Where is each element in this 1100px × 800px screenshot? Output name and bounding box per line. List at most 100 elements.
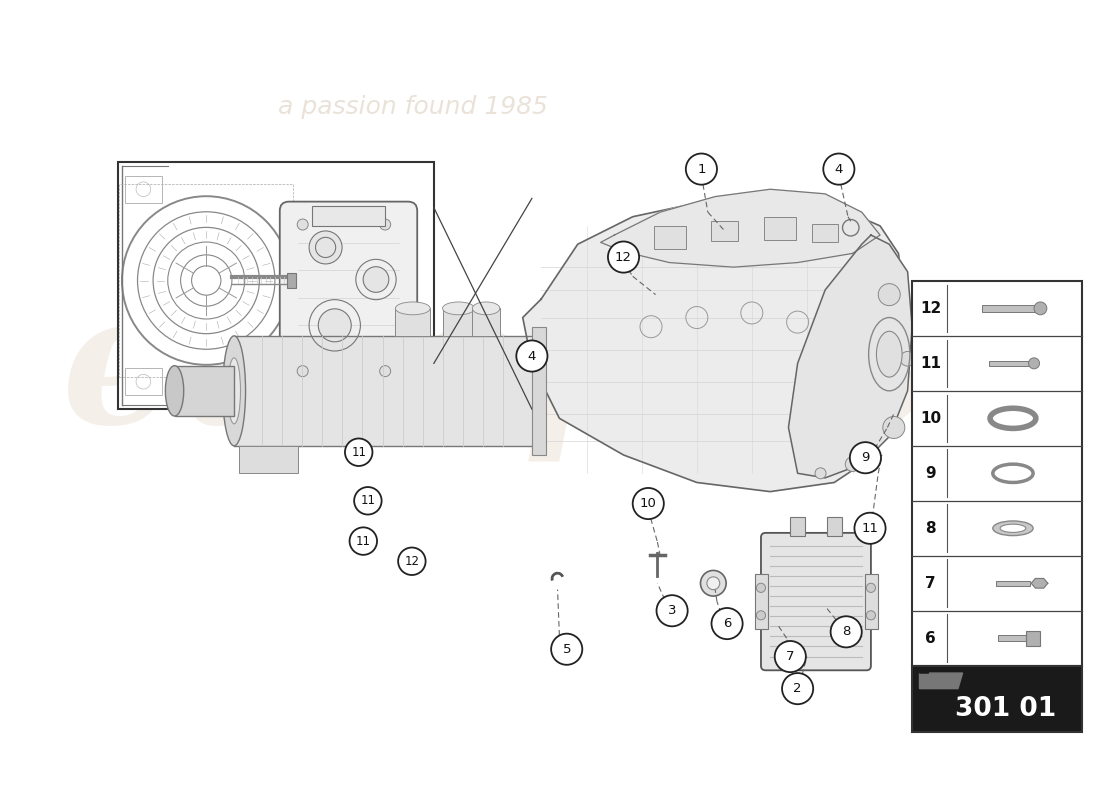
Circle shape — [830, 616, 861, 647]
Circle shape — [883, 417, 905, 438]
Circle shape — [309, 231, 342, 264]
Text: 10: 10 — [640, 497, 657, 510]
Bar — [989, 361, 1037, 366]
Polygon shape — [789, 235, 912, 478]
Text: 10: 10 — [920, 411, 940, 426]
Bar — [1026, 631, 1041, 646]
Ellipse shape — [472, 302, 499, 314]
Bar — [711, 222, 738, 242]
Bar — [443, 308, 475, 336]
Bar — [755, 574, 768, 629]
Circle shape — [657, 595, 688, 626]
Circle shape — [632, 488, 663, 519]
Bar — [532, 326, 546, 455]
Text: 4: 4 — [528, 350, 536, 362]
Bar — [996, 581, 1031, 586]
Circle shape — [350, 527, 377, 555]
Ellipse shape — [442, 302, 474, 314]
Polygon shape — [601, 190, 880, 267]
Circle shape — [318, 309, 351, 342]
Circle shape — [850, 442, 881, 474]
Text: 3: 3 — [668, 604, 676, 618]
Circle shape — [516, 341, 548, 371]
Text: 11: 11 — [861, 522, 879, 534]
Polygon shape — [522, 198, 908, 492]
Text: 5: 5 — [562, 642, 571, 656]
Text: 4: 4 — [835, 162, 843, 175]
Bar — [982, 305, 1044, 311]
Ellipse shape — [395, 302, 430, 314]
Bar — [395, 308, 430, 336]
Circle shape — [845, 457, 860, 471]
Text: europe s: europe s — [62, 284, 928, 461]
Circle shape — [712, 608, 743, 639]
Circle shape — [782, 673, 813, 704]
Circle shape — [815, 468, 826, 479]
Bar — [287, 273, 296, 288]
Bar — [472, 308, 499, 336]
Text: 6: 6 — [925, 630, 936, 646]
Circle shape — [855, 513, 886, 544]
Text: 7: 7 — [786, 650, 794, 663]
Bar — [812, 224, 838, 242]
Circle shape — [297, 366, 308, 377]
Bar — [125, 175, 162, 203]
Circle shape — [379, 219, 390, 230]
Circle shape — [345, 438, 373, 466]
Bar — [790, 518, 805, 536]
Text: 9: 9 — [925, 466, 936, 481]
Bar — [239, 446, 298, 474]
Text: 301 01: 301 01 — [956, 696, 1057, 722]
Bar — [865, 574, 878, 629]
Ellipse shape — [877, 331, 902, 377]
Circle shape — [1034, 302, 1047, 314]
Bar — [234, 336, 541, 446]
Bar — [118, 162, 433, 409]
Circle shape — [354, 487, 382, 514]
Text: 6: 6 — [723, 617, 732, 630]
Bar — [763, 217, 795, 240]
Text: 11: 11 — [361, 494, 375, 507]
Text: a passion found 1985: a passion found 1985 — [278, 94, 548, 118]
Circle shape — [701, 570, 726, 596]
Text: 11: 11 — [920, 356, 940, 371]
Circle shape — [379, 366, 390, 377]
Circle shape — [707, 577, 719, 590]
Circle shape — [823, 154, 855, 185]
Text: 12: 12 — [920, 301, 942, 316]
Circle shape — [1028, 358, 1040, 369]
FancyBboxPatch shape — [761, 533, 871, 670]
Ellipse shape — [996, 412, 1031, 425]
Ellipse shape — [165, 366, 184, 416]
Ellipse shape — [1000, 524, 1026, 533]
Circle shape — [757, 610, 766, 620]
Text: 7: 7 — [925, 576, 936, 590]
Circle shape — [867, 583, 876, 593]
Circle shape — [878, 284, 900, 306]
Circle shape — [398, 547, 426, 575]
Bar — [999, 635, 1027, 642]
Circle shape — [363, 266, 388, 292]
Polygon shape — [1032, 578, 1048, 588]
Polygon shape — [920, 673, 962, 689]
Circle shape — [900, 351, 915, 366]
Bar — [827, 518, 842, 536]
Text: 11: 11 — [351, 446, 366, 458]
Bar — [175, 366, 234, 416]
Ellipse shape — [993, 521, 1033, 536]
Polygon shape — [920, 667, 928, 673]
Text: 12: 12 — [405, 554, 419, 568]
Circle shape — [774, 641, 806, 672]
Bar — [653, 226, 685, 249]
Ellipse shape — [228, 358, 241, 424]
Bar — [125, 368, 162, 395]
Ellipse shape — [222, 336, 245, 446]
Circle shape — [316, 238, 336, 258]
Text: 1: 1 — [697, 162, 706, 175]
Bar — [912, 666, 1081, 732]
Circle shape — [608, 242, 639, 273]
Circle shape — [843, 219, 859, 236]
Text: 11: 11 — [355, 534, 371, 548]
Text: 2: 2 — [793, 682, 802, 695]
Bar — [311, 206, 385, 226]
